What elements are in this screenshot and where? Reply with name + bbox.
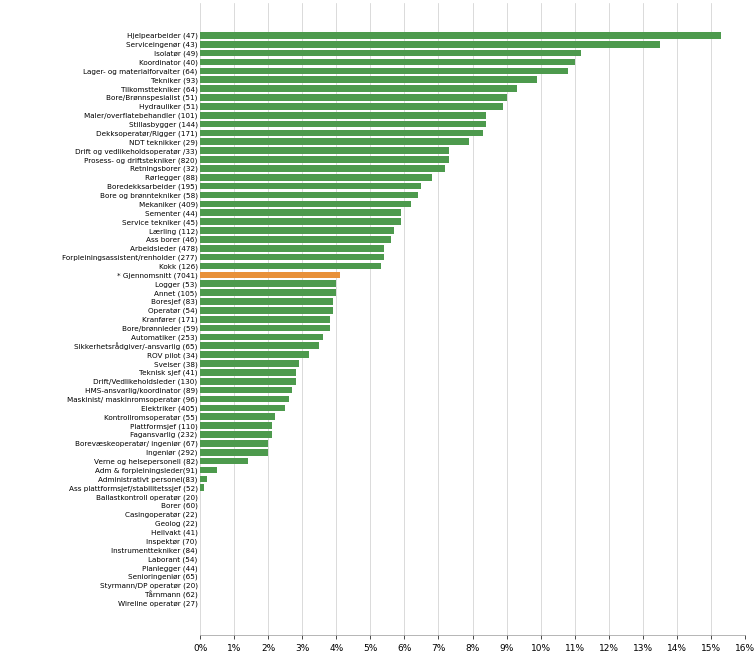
Bar: [200, 360, 299, 367]
Bar: [200, 476, 207, 482]
Bar: [200, 458, 248, 464]
Bar: [200, 333, 323, 340]
Bar: [200, 58, 575, 65]
Bar: [200, 263, 380, 269]
Bar: [200, 387, 292, 394]
Bar: [200, 298, 333, 305]
Bar: [200, 236, 391, 243]
Bar: [200, 174, 432, 181]
Bar: [200, 289, 336, 296]
Bar: [200, 183, 421, 190]
Bar: [200, 271, 339, 278]
Bar: [200, 351, 309, 358]
Bar: [200, 431, 271, 438]
Bar: [200, 485, 203, 491]
Bar: [200, 165, 445, 172]
Bar: [200, 396, 289, 403]
Bar: [200, 210, 401, 216]
Bar: [200, 378, 296, 384]
Bar: [200, 200, 411, 207]
Bar: [200, 121, 486, 128]
Bar: [200, 147, 448, 154]
Bar: [200, 369, 296, 376]
Bar: [200, 77, 537, 83]
Bar: [200, 85, 517, 92]
Bar: [200, 192, 418, 198]
Bar: [200, 405, 285, 411]
Bar: [200, 307, 333, 314]
Bar: [200, 227, 395, 234]
Bar: [200, 68, 568, 74]
Bar: [200, 325, 330, 331]
Bar: [200, 41, 659, 48]
Bar: [200, 156, 448, 163]
Bar: [200, 413, 275, 420]
Bar: [200, 245, 384, 251]
Bar: [200, 440, 268, 447]
Bar: [200, 32, 720, 39]
Bar: [200, 280, 336, 287]
Bar: [200, 218, 401, 225]
Bar: [200, 466, 218, 473]
Bar: [200, 449, 268, 456]
Bar: [200, 130, 482, 136]
Bar: [200, 138, 469, 145]
Bar: [200, 50, 581, 56]
Bar: [200, 422, 271, 429]
Bar: [200, 316, 330, 323]
Bar: [200, 112, 486, 118]
Bar: [200, 343, 319, 349]
Bar: [200, 254, 384, 261]
Bar: [200, 103, 503, 110]
Bar: [200, 94, 507, 101]
